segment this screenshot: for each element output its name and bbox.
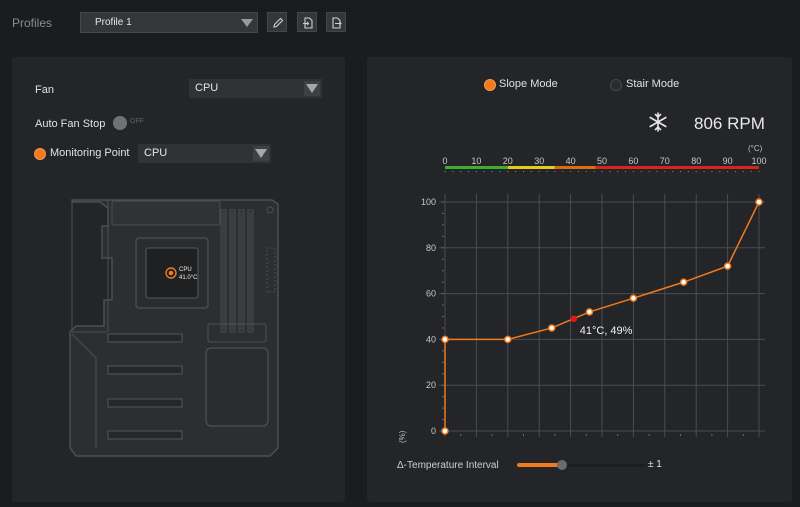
y-tick-label: 80: [426, 243, 436, 253]
x-tick-label: 30: [534, 156, 544, 166]
chevron-down-icon: [241, 19, 253, 27]
chevron-down-icon: [253, 146, 269, 161]
y-axis-ticks: 0 20 40 60 80 100: [421, 197, 444, 436]
fan-dropdown[interactable]: CPU: [189, 79, 322, 98]
pencil-icon: [273, 17, 284, 28]
fan-label: Fan: [35, 84, 54, 96]
curve-points[interactable]: [441, 198, 763, 435]
x-tick-label: 90: [723, 156, 733, 166]
slider-track: [517, 464, 645, 467]
chevron-down-icon: [304, 81, 320, 96]
monitoring-point-radio[interactable]: [34, 148, 46, 160]
sensor-icon: [165, 267, 177, 279]
profile-dropdown-value: Profile 1: [95, 17, 132, 28]
auto-fan-stop-toggle[interactable]: OFF: [113, 116, 149, 130]
temperature-unit-label: (°C): [748, 144, 763, 153]
curve-point[interactable]: [585, 308, 594, 316]
temperature-interval-label: Δ-Temperature Interval: [397, 460, 499, 471]
rename-profile-button[interactable]: [267, 12, 287, 32]
curve-point[interactable]: [441, 427, 449, 435]
x-axis-ticks: 0 10 20 30 40 50 60 70 80 90 100: [442, 156, 767, 436]
sensor-name: CPU: [179, 267, 192, 273]
top-bar: Profiles Profile 1: [0, 0, 800, 46]
sensor-temperature: 41.0°C: [179, 275, 198, 281]
slider-thumb[interactable]: [556, 460, 567, 470]
x-tick-label: 100: [751, 156, 766, 166]
import-icon: [303, 17, 313, 29]
curve-point[interactable]: [504, 335, 512, 344]
x-tick-label: 60: [628, 156, 638, 166]
y-tick-label: 100: [421, 197, 436, 207]
profiles-label: Profiles: [12, 16, 53, 30]
toggle-state-text: OFF: [130, 118, 144, 125]
motherboard-diagram: [69, 199, 279, 457]
curve-point[interactable]: [755, 198, 763, 206]
auto-fan-stop-label: Auto Fan Stop: [35, 118, 106, 130]
fan-rpm-readout: 806 RPM: [694, 114, 765, 133]
current-point-label: 41°C, 49%: [580, 325, 633, 337]
fan-curve-panel: [367, 57, 792, 502]
y-tick-label: 40: [426, 334, 436, 344]
temperature-scale-segment: [507, 166, 555, 169]
temperature-scale-segment: [445, 166, 508, 169]
curve-point[interactable]: [679, 278, 688, 286]
x-tick-label: 80: [691, 156, 701, 166]
x-tick-label: 20: [503, 156, 513, 166]
monitoring-point-label: Monitoring Point: [50, 147, 130, 159]
slope-mode-label: Slope Mode: [499, 78, 558, 90]
y-tick-label: 60: [426, 289, 436, 299]
monitoring-point-dropdown[interactable]: CPU: [138, 144, 271, 163]
export-profile-button[interactable]: [326, 12, 346, 32]
fan-dropdown-value: CPU: [195, 82, 219, 94]
fan-curve-chart[interactable]: 0 10 20 30 40 50 60 70 80 90 100 0 20 40 60 80 100 (°C)…: [393, 140, 778, 445]
x-tick-label: 0: [442, 156, 447, 166]
temperature-scale-segment: [554, 166, 596, 169]
curve-point[interactable]: [629, 294, 638, 302]
x-tick-label: 40: [566, 156, 576, 166]
stair-mode-label: Stair Mode: [626, 78, 680, 90]
monitoring-point-dropdown-value: CPU: [144, 147, 168, 159]
temperature-scale-segment: [595, 166, 759, 169]
import-profile-button[interactable]: [297, 12, 317, 32]
export-icon: [332, 17, 342, 29]
curve-point[interactable]: [441, 335, 449, 344]
stair-mode-radio[interactable]: [610, 79, 622, 91]
x-tick-label: 70: [660, 156, 670, 166]
y-tick-label: 20: [426, 380, 436, 390]
temperature-color-scale: [444, 166, 760, 172]
current-operating-point: [570, 315, 578, 323]
profile-dropdown[interactable]: Profile 1: [80, 12, 258, 33]
snowflake-fan-icon: [649, 112, 667, 132]
temperature-interval-slider[interactable]: [517, 460, 645, 470]
slope-mode-radio[interactable]: [484, 79, 496, 91]
x-tick-label: 10: [471, 156, 481, 166]
curve-point[interactable]: [548, 324, 556, 332]
y-tick-label: 0: [431, 426, 436, 436]
chart-grid: [439, 194, 765, 437]
temperature-interval-value: ± 1: [648, 459, 662, 470]
percent-unit-label: (%): [398, 430, 407, 443]
slider-fill: [517, 463, 562, 467]
x-tick-label: 50: [597, 156, 607, 166]
curve-point[interactable]: [723, 262, 732, 270]
toggle-knob: [113, 116, 127, 130]
